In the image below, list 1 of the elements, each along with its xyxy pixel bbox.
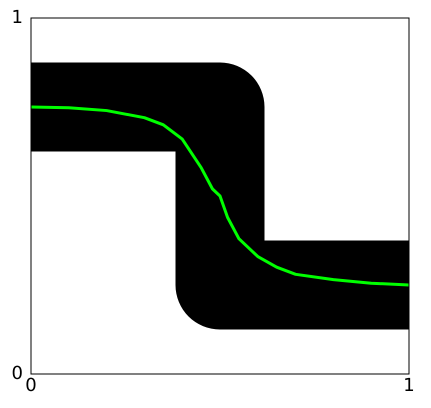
line-series	[31, 106, 409, 286]
